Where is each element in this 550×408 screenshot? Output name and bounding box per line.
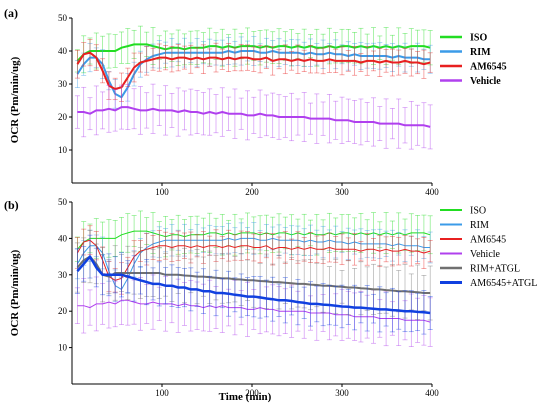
legend-label: RIM: [470, 220, 489, 231]
x-tick-label: 100: [155, 388, 169, 398]
y-tick-label: 40: [58, 46, 68, 56]
y-tick-label: 50: [58, 197, 68, 207]
series-vehicle: [74, 83, 433, 150]
y-tick-label: 40: [58, 233, 68, 243]
y-tick-label: 20: [58, 306, 68, 316]
series-line: [76, 255, 431, 315]
legend-label: AM6545+ATGL: [470, 278, 537, 289]
y-tick-label: 20: [58, 112, 68, 122]
x-axis-title: Time (min): [219, 391, 272, 403]
legend-label: ISO: [470, 206, 486, 217]
y-tick-label: 50: [58, 13, 68, 23]
legend-label: Vehicle: [470, 76, 501, 87]
x-tick-label: 300: [335, 388, 349, 398]
y-axis-title: OCR (Pm/min/ug): [9, 56, 21, 143]
series-am6545: [74, 39, 433, 102]
series-line: [76, 51, 431, 90]
panel-a: [69, 17, 462, 186]
legend-label: AM6545: [470, 62, 507, 73]
x-tick-label: 200: [245, 187, 259, 197]
legend-label: AM6545: [470, 235, 506, 246]
panel-b: [69, 201, 462, 387]
legend-label: ISO: [470, 33, 487, 44]
panel-label: (b): [4, 198, 19, 212]
series-am6545: [74, 225, 433, 295]
x-tick-label: 200: [245, 388, 259, 398]
panel-label: (a): [4, 6, 18, 20]
series-line: [76, 239, 431, 281]
legend-label: Vehicle: [470, 249, 501, 260]
y-tick-label: 10: [58, 343, 68, 353]
legend-label: RIM+ATGL: [470, 264, 520, 275]
legend-label: RIM: [470, 47, 491, 58]
x-tick-label: 400: [425, 187, 439, 197]
y-axis-title: OCR (Pm/min/ug): [9, 249, 21, 336]
x-tick-label: 400: [425, 388, 439, 398]
y-tick-label: 30: [58, 270, 68, 280]
series-am6545-atgl: [74, 234, 433, 335]
series-line: [77, 106, 431, 128]
x-tick-label: 100: [155, 187, 169, 197]
x-tick-label: 300: [335, 187, 349, 197]
y-tick-label: 10: [58, 145, 68, 155]
y-tick-label: 30: [58, 79, 68, 89]
